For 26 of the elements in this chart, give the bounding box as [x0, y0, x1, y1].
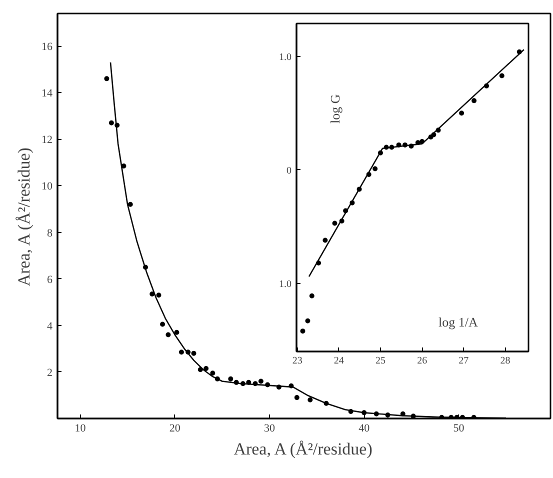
- y-tick-label: 10: [42, 180, 53, 193]
- x-tick-label: 28: [500, 356, 510, 366]
- y-tick-label: 14: [42, 88, 53, 100]
- y-tick-label: 4: [47, 320, 53, 332]
- y-axis-title: Area, A (Å²/residue): [14, 148, 34, 286]
- x-tick-label: 26: [417, 356, 428, 366]
- y-tick-label: 2: [47, 366, 52, 379]
- y-tick-label: 1.0: [279, 278, 292, 290]
- y-tick-label: 12: [42, 134, 52, 146]
- x-tick-label: 25: [375, 356, 386, 366]
- x-tick-label: 20: [169, 422, 181, 434]
- x-axis-title: Area, A (Å²/residue): [234, 440, 372, 458]
- y-tick-label: 0: [286, 165, 292, 176]
- y-tick-label: 8: [47, 227, 53, 240]
- x-tick-label: 40: [358, 422, 370, 434]
- x-tick-label: 10: [74, 422, 86, 434]
- x-tick-label: 24: [334, 356, 344, 366]
- x-tick-label: 30: [264, 422, 276, 434]
- y-tick-label: 1.0: [279, 52, 292, 63]
- x-axis-title: log 1/A: [438, 314, 478, 330]
- x-tick-label: 50: [453, 422, 465, 434]
- y-axis-title: log G: [328, 94, 342, 124]
- x-tick-label: 23: [292, 356, 302, 366]
- y-tick-label: 16: [42, 41, 53, 54]
- x-tick-label: 27: [458, 356, 469, 366]
- y-tick-label: 6: [47, 274, 53, 286]
